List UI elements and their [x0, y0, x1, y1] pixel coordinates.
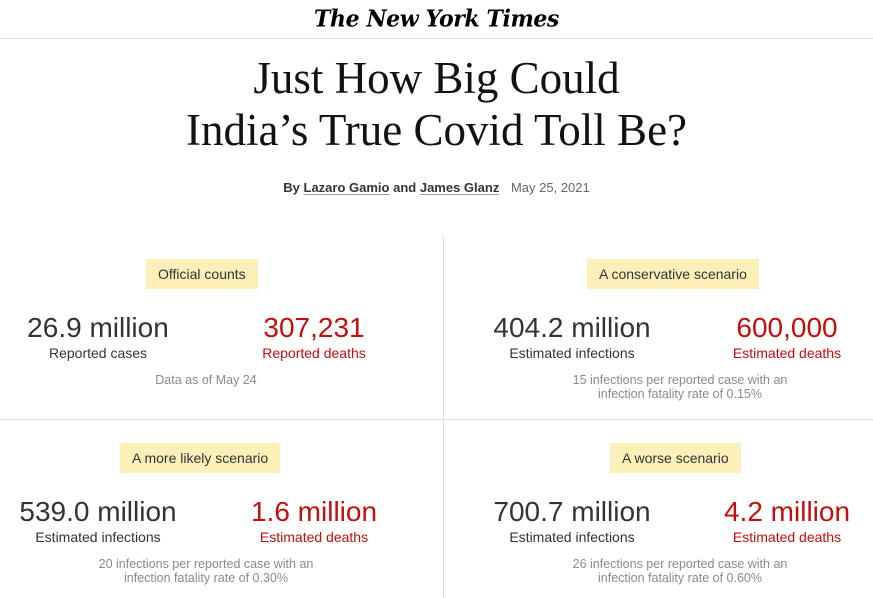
- masthead: The New York Times: [0, 0, 873, 39]
- byline-and: and: [393, 180, 417, 195]
- stat-value: 4.2 million: [723, 496, 851, 527]
- stat-label: Estimated deaths: [732, 529, 842, 545]
- note-line-2: infection fatality rate of 0.60%: [598, 571, 762, 585]
- estimated-infections-stat: 700.7 million Estimated infections: [472, 496, 672, 546]
- panel-note: Data as of May 24: [106, 373, 306, 387]
- estimated-infections-stat: 404.2 million Estimated infections: [472, 312, 672, 362]
- estimated-infections-stat: 539.0 million Estimated infections: [0, 496, 196, 546]
- horizontal-divider: [0, 419, 873, 420]
- stat-label: Reported cases: [48, 345, 148, 361]
- stat-value: 26.9 million: [27, 312, 169, 343]
- author-link-2[interactable]: James Glanz: [419, 180, 500, 195]
- note-line-1: Data as of May 24: [155, 373, 257, 387]
- headline-line-2: India’s True Covid Toll Be?: [185, 105, 688, 155]
- estimated-deaths-stat: 4.2 million Estimated deaths: [697, 496, 873, 546]
- scenario-tag: Official counts: [146, 259, 258, 289]
- scenario-tag: A more likely scenario: [120, 443, 281, 473]
- note-line-1: 20 infections per reported case with an: [98, 557, 314, 571]
- headline-line-1: Just How Big Could: [253, 53, 620, 103]
- stat-value: 1.6 million: [250, 496, 378, 527]
- reported-deaths-stat: 307,231 Reported deaths: [224, 312, 404, 362]
- panel-note: 15 infections per reported case with an …: [530, 373, 830, 401]
- publish-date: May 25, 2021: [510, 180, 590, 195]
- stat-value: 700.7 million: [493, 496, 651, 527]
- note-line-2: infection fatality rate of 0.30%: [124, 571, 288, 585]
- stat-label: Estimated infections: [509, 529, 635, 545]
- stat-value: 600,000: [736, 312, 838, 343]
- reported-cases-stat: 26.9 million Reported cases: [8, 312, 188, 362]
- vertical-divider: [443, 236, 444, 598]
- stat-value: 404.2 million: [493, 312, 651, 343]
- stat-value: 307,231: [263, 312, 365, 343]
- stat-label: Estimated deaths: [732, 345, 842, 361]
- estimated-deaths-stat: 1.6 million Estimated deaths: [224, 496, 404, 546]
- scenario-tag: A worse scenario: [610, 443, 741, 473]
- article-headline: Just How Big Could India’s True Covid To…: [0, 52, 873, 156]
- nyt-logo[interactable]: The New York Times: [314, 5, 559, 33]
- panel-note: 20 infections per reported case with an …: [56, 557, 356, 585]
- stat-value: 539.0 million: [19, 496, 177, 527]
- stat-label: Estimated infections: [509, 345, 635, 361]
- note-line-2: infection fatality rate of 0.15%: [598, 387, 762, 401]
- author-link-1[interactable]: Lazaro Gamio: [303, 180, 390, 195]
- stat-label: Estimated infections: [35, 529, 161, 545]
- note-line-1: 15 infections per reported case with an: [572, 373, 788, 387]
- panel-note: 26 infections per reported case with an …: [530, 557, 830, 585]
- stat-label: Reported deaths: [262, 345, 366, 361]
- byline: By Lazaro Gamio and James Glanz May 25, …: [0, 180, 873, 195]
- byline-prefix: By: [283, 180, 300, 195]
- stat-label: Estimated deaths: [259, 529, 369, 545]
- scenario-tag: A conservative scenario: [587, 259, 759, 289]
- estimated-deaths-stat: 600,000 Estimated deaths: [697, 312, 873, 362]
- note-line-1: 26 infections per reported case with an: [572, 557, 788, 571]
